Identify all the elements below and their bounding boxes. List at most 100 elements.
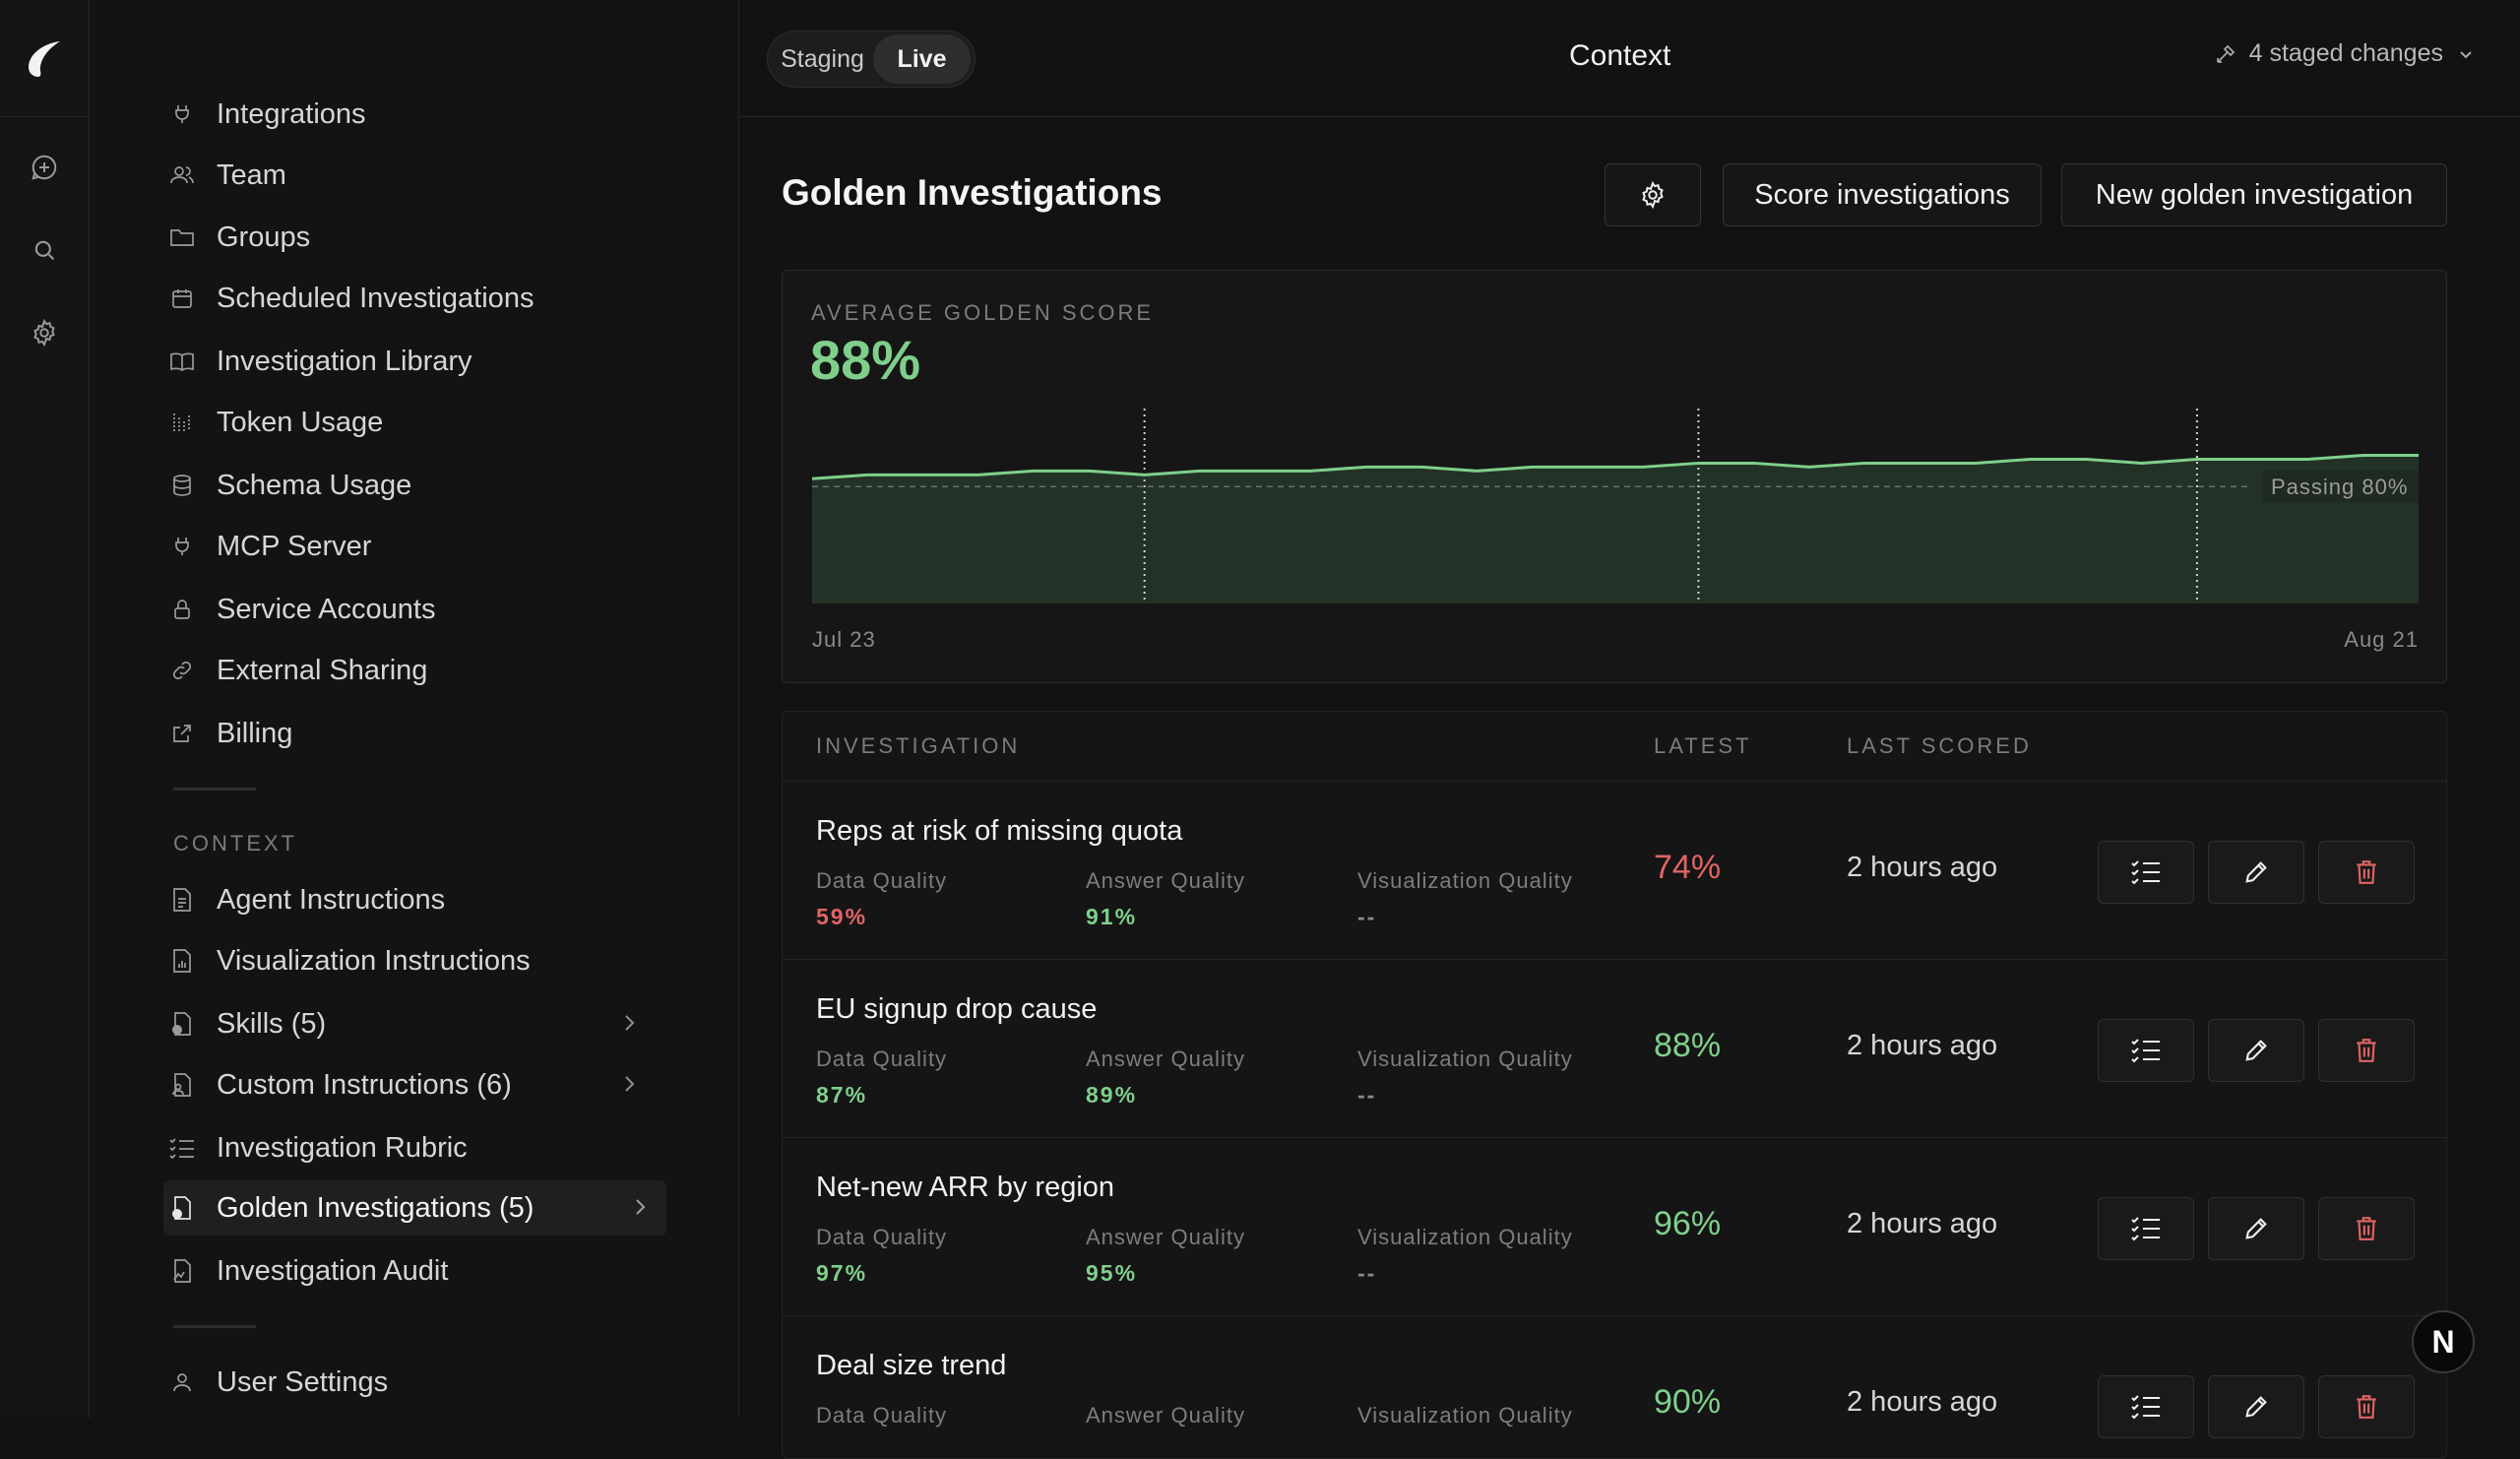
gear-icon[interactable]: [25, 313, 64, 352]
sidebar-item-groups[interactable]: Groups: [163, 210, 656, 265]
edit-button[interactable]: [2208, 1019, 2304, 1082]
search-icon[interactable]: [25, 230, 64, 270]
sidebar-item-mcp-server[interactable]: MCP Server: [163, 519, 656, 574]
staged-changes-dropdown[interactable]: 4 staged changes: [2214, 39, 2475, 68]
delete-button[interactable]: [2318, 1375, 2415, 1438]
settings-button[interactable]: [1605, 163, 1701, 226]
sidebar-item-label: Skills (5): [217, 1007, 327, 1040]
answer-quality-label: Answer Quality: [1086, 1225, 1245, 1249]
sidebar-item-schema-usage[interactable]: Schema Usage: [163, 458, 656, 513]
investigation-title[interactable]: Reps at risk of missing quota: [816, 815, 1183, 847]
edit-button[interactable]: [2208, 841, 2304, 904]
sidebar-item-golden-investigations[interactable]: Golden Investigations (5): [163, 1180, 666, 1236]
delete-button[interactable]: [2318, 841, 2415, 904]
sidebar-item-label: Schema Usage: [217, 469, 412, 501]
sidebar-item-external-sharing[interactable]: External Sharing: [163, 643, 656, 698]
x-axis-end-label: Aug 21: [2344, 627, 2419, 652]
sidebar-item-integrations[interactable]: Integrations: [163, 87, 656, 142]
chart-doc-icon: [167, 946, 197, 976]
delete-button[interactable]: [2318, 1019, 2415, 1082]
edit-button[interactable]: [2208, 1197, 2304, 1260]
trash-icon: [2354, 1037, 2379, 1064]
sidebar-item-service-accounts[interactable]: Service Accounts: [163, 582, 656, 637]
table-row[interactable]: Reps at risk of missing quota Data Qualit…: [783, 781, 2446, 959]
audit-doc-icon: [167, 1256, 197, 1286]
visualization-quality-label: Visualization Quality: [1357, 1225, 1573, 1249]
chevron-down-icon: [2457, 45, 2475, 63]
mode-staging-button[interactable]: Staging: [781, 44, 864, 73]
sidebar-item-custom-instructions[interactable]: Custom Instructions (6): [163, 1057, 656, 1112]
logo-icon[interactable]: [23, 37, 66, 81]
rail-divider: [0, 116, 90, 117]
mode-live-button[interactable]: Live: [872, 34, 971, 84]
table-row[interactable]: Net-new ARR by region Data Quality Answer …: [783, 1137, 2446, 1315]
book-icon: [167, 347, 197, 376]
trash-icon: [2354, 1215, 2379, 1242]
sidebar-item-label: Service Accounts: [217, 593, 436, 625]
investigation-title[interactable]: Net-new ARR by region: [816, 1172, 1115, 1203]
page-header-title: Context: [1569, 39, 1671, 72]
view-rubric-button[interactable]: [2098, 1197, 2194, 1260]
sidebar-item-user-settings[interactable]: User Settings: [163, 1355, 656, 1410]
sidebar-item-label: Visualization Instructions: [217, 944, 531, 977]
chevron-right-icon[interactable]: [618, 1010, 640, 1036]
sidebar-item-agent-instructions[interactable]: Agent Instructions: [163, 872, 656, 927]
score-investigations-button[interactable]: Score investigations: [1723, 163, 2042, 226]
sidebar-item-label: Investigation Audit: [217, 1254, 449, 1287]
icon-rail: [0, 0, 90, 1418]
edit-button[interactable]: [2208, 1375, 2304, 1438]
document-icon: [167, 885, 197, 915]
sidebar-item-investigation-audit[interactable]: Investigation Audit: [163, 1243, 656, 1299]
sidebar-item-label: Agent Instructions: [217, 883, 446, 916]
data-quality-label: Data Quality: [816, 868, 948, 893]
plug-icon: [167, 532, 197, 561]
users-icon: [167, 160, 197, 190]
view-rubric-button[interactable]: [2098, 1019, 2194, 1082]
data-quality-value: 59%: [816, 904, 868, 929]
new-golden-investigation-button[interactable]: New golden investigation: [2061, 163, 2447, 226]
investigation-title[interactable]: EU signup drop cause: [816, 993, 1098, 1025]
trash-icon: [2354, 858, 2379, 886]
bars-icon: [167, 408, 197, 437]
passing-threshold-label-bg: [2263, 471, 2419, 503]
trash-icon: [2354, 1393, 2379, 1421]
lock-icon: [167, 595, 197, 624]
chevron-right-icon[interactable]: [629, 1194, 651, 1220]
git-commit-icon: [2214, 42, 2237, 66]
pencil-icon: [2242, 1215, 2270, 1242]
data-quality-value: 97%: [816, 1260, 868, 1286]
checklist-icon: [167, 1133, 197, 1163]
answer-quality-label: Answer Quality: [1086, 1047, 1245, 1071]
sidebar-item-investigation-rubric[interactable]: Investigation Rubric: [163, 1120, 656, 1175]
answer-quality-value: 91%: [1086, 904, 1138, 929]
plug-icon: [167, 99, 197, 129]
pencil-icon: [2242, 1037, 2270, 1064]
column-header-latest: LATEST: [1654, 733, 1752, 758]
table-row[interactable]: Deal size trend Data Quality Answer Qualit…: [783, 1315, 2446, 1458]
sidebar-item-skills[interactable]: Skills (5): [163, 996, 656, 1051]
chevron-right-icon[interactable]: [618, 1071, 640, 1097]
sidebar-item-billing[interactable]: Billing: [163, 706, 656, 761]
investigation-title[interactable]: Deal size trend: [816, 1350, 1007, 1381]
sidebar-item-token-usage[interactable]: Token Usage: [163, 395, 656, 450]
answer-quality-label: Answer Quality: [1086, 1403, 1245, 1427]
new-chat-icon[interactable]: [25, 148, 64, 187]
view-rubric-button[interactable]: [2098, 1375, 2194, 1438]
table-row[interactable]: EU signup drop cause Data Quality Answer Q…: [783, 959, 2446, 1137]
skills-doc-icon: [167, 1009, 197, 1039]
page-title: Golden Investigations: [782, 172, 1163, 213]
sidebar-item-team[interactable]: Team: [163, 148, 656, 203]
database-icon: [167, 471, 197, 500]
golden-doc-icon: [167, 1193, 197, 1223]
last-scored: 2 hours ago: [1847, 852, 1998, 883]
sidebar-item-scheduled-investigations[interactable]: Scheduled Investigations: [163, 271, 656, 326]
score-area: [812, 455, 2419, 603]
avatar[interactable]: N: [2412, 1310, 2475, 1373]
view-rubric-button[interactable]: [2098, 841, 2194, 904]
external-link-icon: [167, 719, 197, 748]
delete-button[interactable]: [2318, 1197, 2415, 1260]
sidebar-item-investigation-library[interactable]: Investigation Library: [163, 334, 656, 389]
checklist-icon: [2129, 857, 2163, 887]
sidebar-item-visualization-instructions[interactable]: Visualization Instructions: [163, 933, 656, 988]
sidebar-item-label: MCP Server: [217, 530, 372, 562]
